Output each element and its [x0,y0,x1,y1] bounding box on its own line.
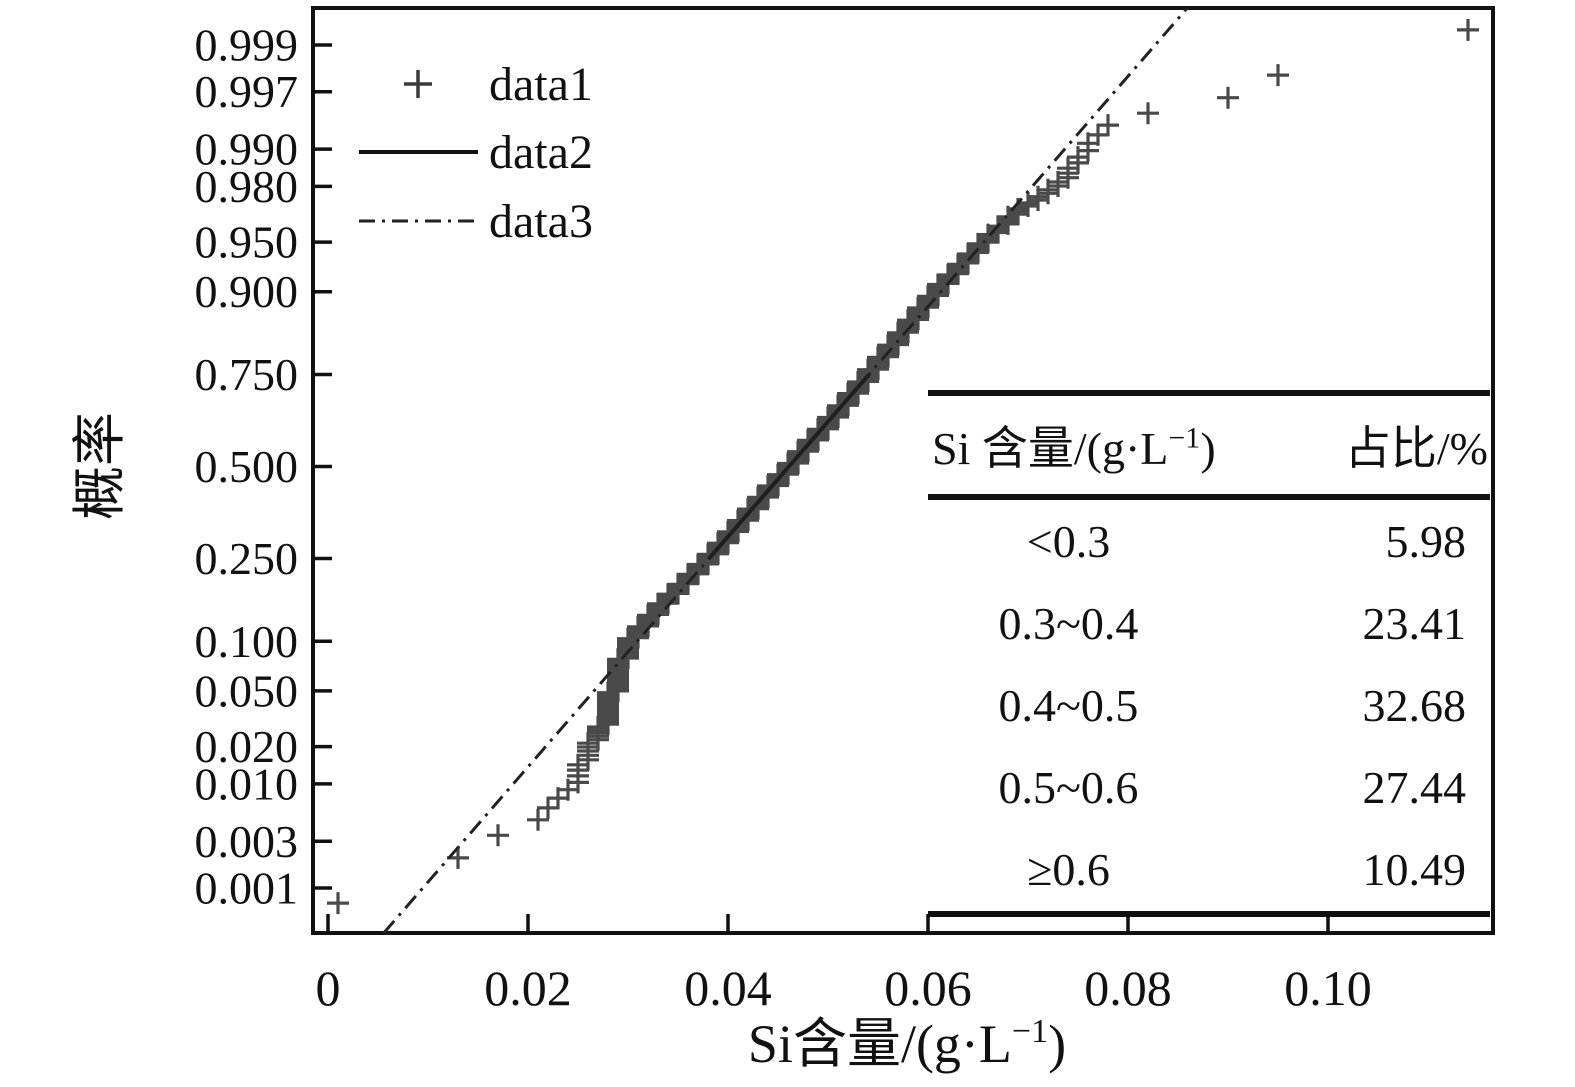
table-cell-pct: 27.44 [1362,762,1467,814]
legend-plus-marker-icon [404,70,432,98]
x-tick-label: 0 [316,960,341,1016]
legend-entry-data2: data2 [489,126,593,179]
x-tick-label: 0.04 [684,960,772,1016]
table-body: <0.3 5.98 0.3~0.4 23.41 0.4~0.5 32.68 0.… [928,500,1490,911]
data1-points [327,18,1479,915]
y-tick-label: 0.750 [195,349,299,400]
table-row: 0.3~0.4 23.41 [928,582,1490,664]
legend: data1 data2 data3 [359,58,593,248]
table-cell-range: <0.3 [1026,515,1111,567]
legend-entry-data3: data3 [489,195,593,248]
y-tick-label: 0.980 [195,161,299,212]
table-row: <0.3 5.98 [928,500,1490,582]
y-tick-label: 0.003 [195,816,299,867]
y-tick-label: 0.001 [195,863,299,914]
table-cell-pct: 32.68 [1362,680,1467,731]
table-cell-pct: 5.98 [1385,515,1467,567]
table-cell-range: 0.4~0.5 [998,680,1139,731]
x-tick-label: 0.08 [1084,960,1172,1016]
table-cell-pct: 23.41 [1362,597,1467,649]
x-axis-label: Si含量/(g·L−1) [748,1013,1066,1074]
table-header-row: Si 含量/(g·L−1) 占比/% [928,396,1490,500]
table-row: 0.5~0.6 27.44 [928,747,1490,829]
series-layer [327,7,1479,934]
y-tick-label: 0.500 [195,441,299,492]
y-tick-label: 0.020 [195,721,299,772]
table-cell-range: ≥0.6 [1027,844,1110,896]
y-tick-label: 0.990 [195,124,299,175]
legend-entry-data1: data1 [489,58,593,111]
x-tick-label: 0.10 [1284,960,1372,1016]
table-row: ≥0.6 10.49 [928,829,1490,911]
y-tick-label: 0.999 [195,19,299,70]
y-tick-label: 0.997 [195,66,299,117]
y-tick-label: 0.100 [195,616,299,667]
y-axis-ticks [315,43,332,890]
inset-table: Si 含量/(g·L−1) 占比/% <0.3 5.98 0.3~0.4 23.… [928,390,1490,917]
y-tick-label: 0.900 [195,266,299,317]
data3-dashdot-line [382,7,1189,934]
table-cell-pct: 10.49 [1362,844,1467,896]
y-axis-label: 概率 [70,412,130,520]
table-header-si-content: Si 含量/(g·L−1) [932,421,1216,474]
table-header-percentage: 占比/% [1344,423,1488,474]
x-tick-label: 0.02 [484,960,572,1016]
x-axis-tick-labels: 0 0.02 0.04 0.06 0.08 0.10 [316,960,1372,1016]
table-row: 0.4~0.5 32.68 [928,664,1490,746]
table-cell-range: 0.3~0.4 [998,597,1139,649]
y-tick-label: 0.950 [195,217,299,268]
plot-border [311,6,1495,935]
y-tick-label: 0.250 [195,533,299,584]
y-tick-label: 0.050 [195,665,299,716]
y-tick-label: 0.010 [195,758,299,809]
table-cell-range: 0.5~0.6 [998,762,1139,814]
x-tick-label: 0.06 [884,960,972,1016]
